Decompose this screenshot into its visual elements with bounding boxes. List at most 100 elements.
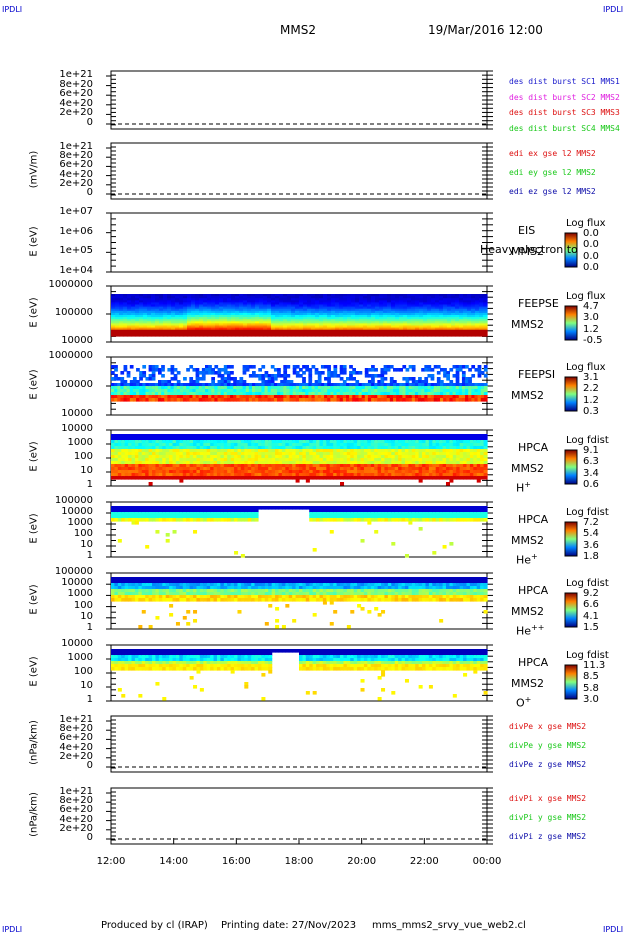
y-tick-label: 100000: [54, 379, 93, 390]
panel-2: [106, 142, 488, 200]
legend-entry: divPe z gse MMS2: [509, 760, 587, 769]
colorbar-tick: 1.2: [583, 323, 599, 335]
colorbar-tick: 9.2: [583, 588, 599, 599]
colorbar-tick: 3.1: [583, 372, 599, 383]
y-tick-label: 10: [80, 680, 93, 691]
y-tick-label: 10000: [61, 335, 93, 346]
y-tick-label: 10000: [61, 638, 93, 649]
footer-script: mms_mms2_srvy_vue_web2.cl: [372, 920, 526, 931]
colorbar-title: Log fdist: [566, 650, 609, 661]
y-tick-label: 1000: [67, 437, 93, 448]
spacecraft-label: MMS2: [511, 462, 544, 475]
colorbar: [564, 376, 578, 412]
x-tick-label: 14:00: [159, 856, 189, 867]
colorbar-title: Log fdist: [566, 507, 609, 518]
panel-11: [106, 787, 488, 845]
colorbar-tick: 6.3: [583, 456, 599, 468]
legend-entry: divPe y gse MMS2: [509, 741, 587, 750]
y-tick-label: 0: [86, 117, 93, 128]
y-tick-label: 100: [73, 451, 93, 462]
colorbar-tick: 11.3: [583, 660, 606, 671]
charge-label: +: [531, 552, 538, 561]
y-tick-label: 8e+20: [59, 795, 93, 807]
corner-label-tr: IPDLI: [603, 5, 624, 14]
species-label: He+: [516, 552, 538, 567]
colorbar-title: Log fdist: [566, 435, 609, 446]
y-tick-label: 100: [73, 666, 93, 677]
panel-frame: [110, 212, 488, 273]
y-tick-label: 4e+20: [59, 813, 93, 825]
y-tick-label: 4e+20: [59, 741, 93, 753]
y-tick-label: 10: [80, 539, 93, 550]
colorbar-title: Log flux: [566, 362, 606, 373]
colorbar-tick: 1.5: [583, 622, 599, 633]
colorbar-tick: 6.6: [583, 599, 599, 611]
y-tick-label: 0: [86, 760, 93, 771]
panel-10: [106, 715, 488, 773]
instrument-label: EIS: [518, 224, 536, 237]
y-tick-label: 1e+21: [59, 69, 93, 80]
y-tick-label: 1e+07: [59, 206, 93, 217]
y-tick-label: 2e+20: [59, 822, 93, 834]
colorbar-title: Log flux: [566, 218, 606, 229]
y-tick-label: 4e+20: [59, 97, 93, 109]
y-tick-label: 2e+20: [59, 107, 93, 119]
y-tick-label: 6e+20: [59, 804, 93, 816]
y-tick-label: 10: [80, 465, 93, 476]
legend-entry: edi ez gse l2 MMS2: [509, 187, 596, 196]
legend-entry: edi ey gse l2 MMS2: [509, 168, 596, 177]
minor-ticks: [111, 212, 493, 273]
panel-frame: [110, 787, 488, 845]
legend-entry: des dist burst SC3 MMS3: [509, 108, 620, 117]
y-tick-label: 6e+20: [59, 88, 93, 100]
spacecraft-label: MMS2: [511, 534, 544, 547]
panel-1: [106, 70, 488, 130]
overlay-label: Heavy electron to: [480, 243, 578, 256]
instrument-label: HPCA: [518, 441, 549, 454]
colorbar: [564, 232, 578, 268]
y-tick-label: 1e+21: [59, 141, 93, 152]
spacecraft-title: MMS2: [280, 23, 316, 37]
legend-entry: divPi z gse MMS2: [509, 832, 587, 841]
y-tick-label: 0: [86, 187, 93, 198]
instrument-label: FEEPSE: [518, 297, 559, 310]
y-tick-label: 1000: [67, 652, 93, 663]
legend-entry: divPi y gse MMS2: [509, 813, 587, 822]
corner-label-bl: IPDLI: [2, 925, 23, 934]
colorbar-tick: 3.4: [583, 467, 599, 479]
colorbar-tick: 3.6: [583, 539, 599, 551]
colorbar: [564, 449, 578, 485]
spacecraft-label: MMS2: [511, 605, 544, 618]
y-tick-label: 10000: [61, 506, 93, 517]
legend-entry: edi ex gse l2 MMS2: [509, 149, 596, 158]
minor-ticks: [111, 70, 493, 130]
legend-entry: des dist burst SC4 MMS4: [509, 123, 620, 133]
legend-entry: divPi x gse MMS2: [509, 794, 587, 803]
y-tick-label: 8e+20: [59, 723, 93, 735]
instrument-label: HPCA: [518, 513, 549, 526]
minor-ticks: [111, 142, 493, 200]
y-tick-label: 1e+04: [59, 265, 93, 276]
charge-label: +: [524, 480, 531, 489]
x-tick-label: 00:00: [472, 856, 502, 867]
instrument-label: HPCA: [518, 584, 549, 597]
colorbar-tick: 1.8: [583, 551, 599, 562]
colorbar-tick: 0.3: [583, 406, 599, 417]
spectrogram-feepse: [111, 294, 488, 337]
colorbar: [564, 521, 578, 557]
legend-entry: divPe x gse MMS2: [509, 722, 587, 731]
y-tick-label: 100000: [54, 495, 93, 506]
x-tick-label: 18:00: [284, 856, 314, 867]
colorbar-tick: 4.7: [583, 301, 599, 312]
datetime-title: 19/Mar/2016 12:00: [428, 23, 543, 37]
y-tick-label: 1000: [67, 588, 93, 600]
y-tick-label: 1: [86, 479, 93, 490]
y-tick-label: 1000000: [48, 350, 93, 361]
colorbar-tick: 7.2: [583, 517, 599, 528]
colorbar-tick: 5.8: [583, 682, 599, 694]
y-tick-label: 6e+20: [59, 159, 93, 171]
legend-entry: des dist burst SC2 MMS2: [509, 92, 620, 102]
x-tick-label: 16:00: [221, 856, 251, 867]
instrument-label: HPCA: [518, 656, 549, 669]
